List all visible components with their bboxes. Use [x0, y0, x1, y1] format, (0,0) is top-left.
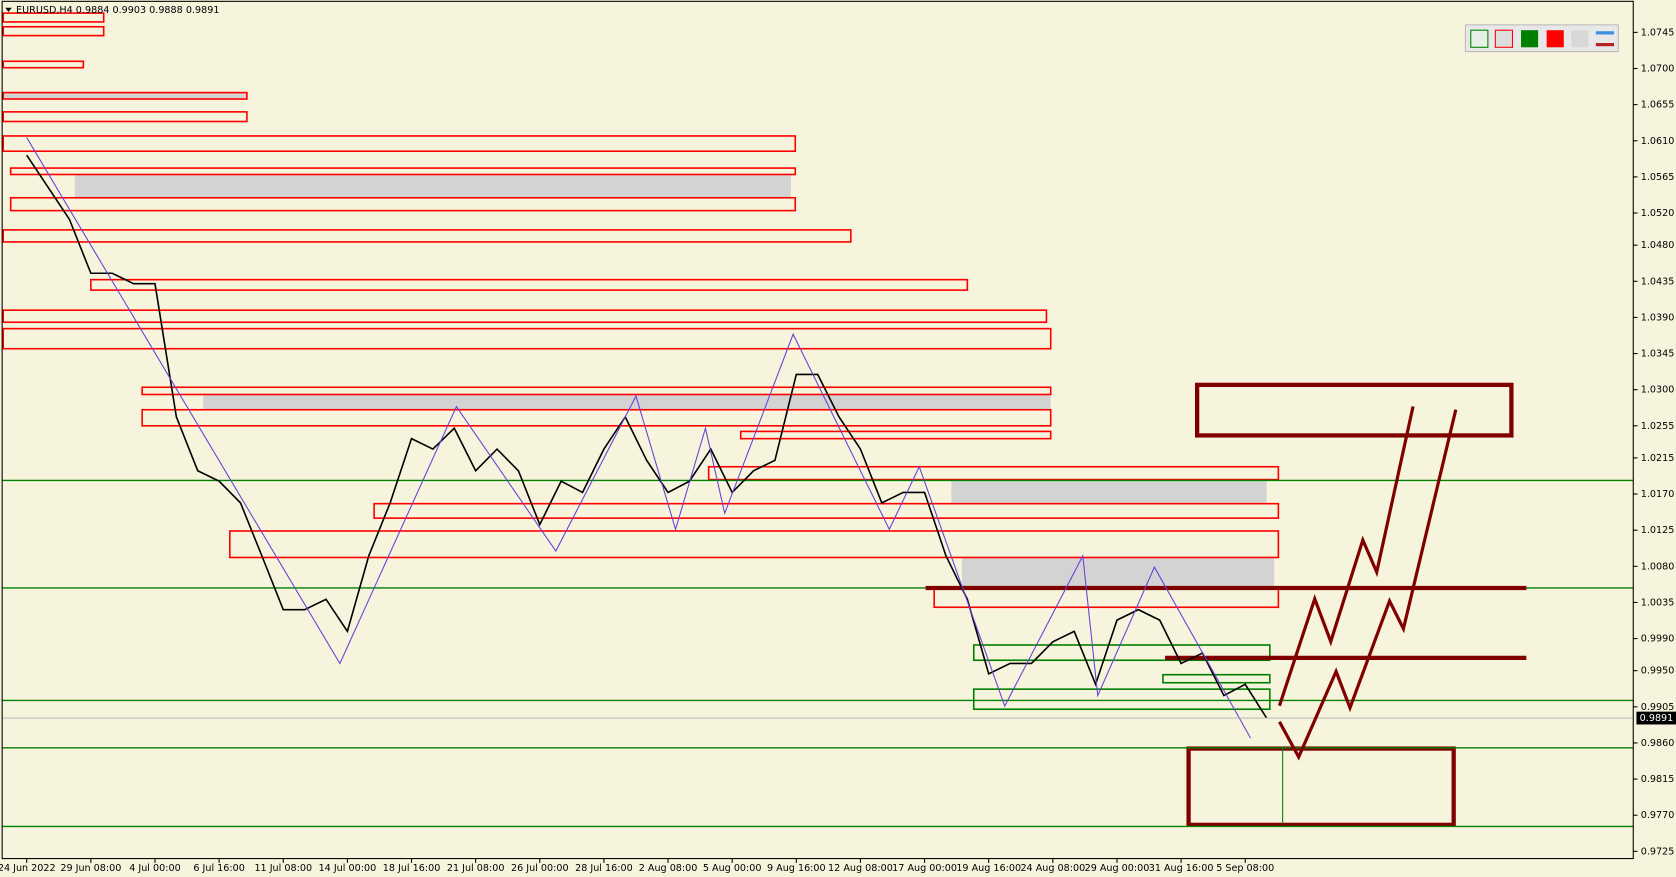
- zone: [2, 229, 852, 243]
- zone: [141, 408, 1052, 427]
- zone: [2, 135, 797, 153]
- x-tick-label: 21 Jul 08:00: [447, 863, 505, 874]
- y-tick-label: 1.0520: [1641, 208, 1675, 219]
- x-tick-label: 2 Aug 08:00: [639, 863, 698, 874]
- x-tick-label: 12 Aug 08:00: [828, 863, 893, 874]
- x-tick-label: 19 Aug 16:00: [956, 863, 1021, 874]
- tool-button[interactable]: [1571, 30, 1589, 48]
- y-tick-label: 1.0255: [1641, 421, 1675, 432]
- tool-button[interactable]: [1595, 43, 1615, 47]
- zone: [1186, 746, 1456, 827]
- zone-fill: [951, 479, 1267, 504]
- y-tick-label: 1.0655: [1641, 100, 1675, 111]
- zone: [2, 25, 105, 37]
- zone: [2, 309, 1048, 324]
- y-tick-label: 0.9905: [1641, 702, 1675, 713]
- forecast-path: [1278, 409, 1458, 761]
- zone: [1162, 673, 1271, 684]
- forecast-path: [1277, 406, 1415, 707]
- x-tick-label: 24 Jun 2022: [0, 863, 56, 874]
- zone: [2, 60, 85, 69]
- y-tick-label: 0.9770: [1641, 810, 1675, 821]
- zone: [1195, 382, 1514, 438]
- x-tick-label: 29 Aug 00:00: [1085, 863, 1150, 874]
- zone-fill: [74, 174, 791, 198]
- tool-button[interactable]: [1470, 29, 1489, 48]
- y-tick-label: 1.0035: [1641, 597, 1675, 608]
- y-tick-label: 0.9860: [1641, 738, 1675, 749]
- zone: [90, 278, 969, 291]
- plot-frame: [1, 0, 1634, 860]
- zone: [972, 644, 1271, 662]
- zigzag-line: [26, 137, 1252, 739]
- zone: [229, 530, 1280, 559]
- zone: [707, 465, 1280, 481]
- zone-fill: [3, 92, 247, 100]
- x-tick-label: 14 Jul 00:00: [319, 863, 377, 874]
- tool-button[interactable]: [1546, 30, 1564, 48]
- y-tick-label: 1.0700: [1641, 64, 1675, 75]
- y-tick-label: 0.9990: [1641, 634, 1675, 645]
- x-tick-label: 6 Jul 16:00: [193, 863, 245, 874]
- zone: [2, 327, 1052, 350]
- y-tick-label: 1.0215: [1641, 453, 1675, 464]
- zone: [972, 688, 1271, 711]
- zone: [2, 111, 248, 123]
- y-tick-label: 1.0170: [1641, 489, 1675, 500]
- zone: [9, 196, 797, 212]
- x-tick-label: 9 Aug 16:00: [767, 863, 826, 874]
- y-tick-label: 1.0345: [1641, 349, 1675, 360]
- x-tick-label: 11 Jul 08:00: [254, 863, 312, 874]
- x-tick-label: 5 Sep 08:00: [1216, 863, 1274, 874]
- last-price-box: [1636, 711, 1676, 725]
- y-tick-label: 1.0390: [1641, 312, 1675, 323]
- x-tick-label: 24 Aug 08:00: [1020, 863, 1085, 874]
- y-tick-label: 1.0300: [1641, 385, 1675, 396]
- y-tick-label: 0.9815: [1641, 774, 1675, 785]
- zone: [2, 91, 248, 100]
- price-line: [26, 154, 1268, 719]
- y-tick-label: 0.9725: [1641, 846, 1675, 857]
- x-tick-label: 26 Jul 00:00: [511, 863, 569, 874]
- toolbar: [1464, 24, 1619, 53]
- tool-button[interactable]: [1521, 30, 1539, 48]
- y-tick-label: 1.0610: [1641, 136, 1675, 147]
- y-tick-label: 1.0125: [1641, 525, 1675, 536]
- x-tick-label: 31 Aug 16:00: [1149, 863, 1214, 874]
- x-tick-label: 18 Jul 16:00: [383, 863, 441, 874]
- y-tick-label: 1.0080: [1641, 561, 1675, 572]
- y-tick-label: 1.0565: [1641, 172, 1675, 183]
- y-tick-label: 0.9950: [1641, 666, 1675, 677]
- symbol-header: EURUSD,H4 0.9884 0.9903 0.9888 0.9891: [16, 5, 219, 16]
- zone-fill: [203, 394, 1051, 410]
- zone: [373, 502, 1280, 519]
- zone: [9, 167, 797, 176]
- x-tick-label: 5 Aug 00:00: [703, 863, 762, 874]
- plot-area: [2, 12, 1634, 828]
- zone-fill: [961, 557, 1275, 588]
- tool-button[interactable]: [1494, 29, 1513, 48]
- y-tick-label: 1.0435: [1641, 276, 1675, 287]
- x-tick-label: 28 Jul 16:00: [575, 863, 633, 874]
- zone: [739, 430, 1052, 440]
- tool-button[interactable]: [1595, 31, 1615, 35]
- y-tick-label: 1.0745: [1641, 27, 1675, 38]
- y-tick-label: 1.0480: [1641, 240, 1675, 251]
- zone: [141, 386, 1052, 396]
- last-price-label: 0.9891: [1640, 713, 1674, 724]
- menu-arrow: [5, 7, 12, 13]
- x-tick-label: 29 Jun 08:00: [60, 863, 121, 874]
- x-tick-label: 17 Aug 00:00: [892, 863, 957, 874]
- toolbar-bg: [1464, 24, 1619, 53]
- zone: [2, 12, 105, 23]
- x-tick-label: 4 Jul 00:00: [129, 863, 181, 874]
